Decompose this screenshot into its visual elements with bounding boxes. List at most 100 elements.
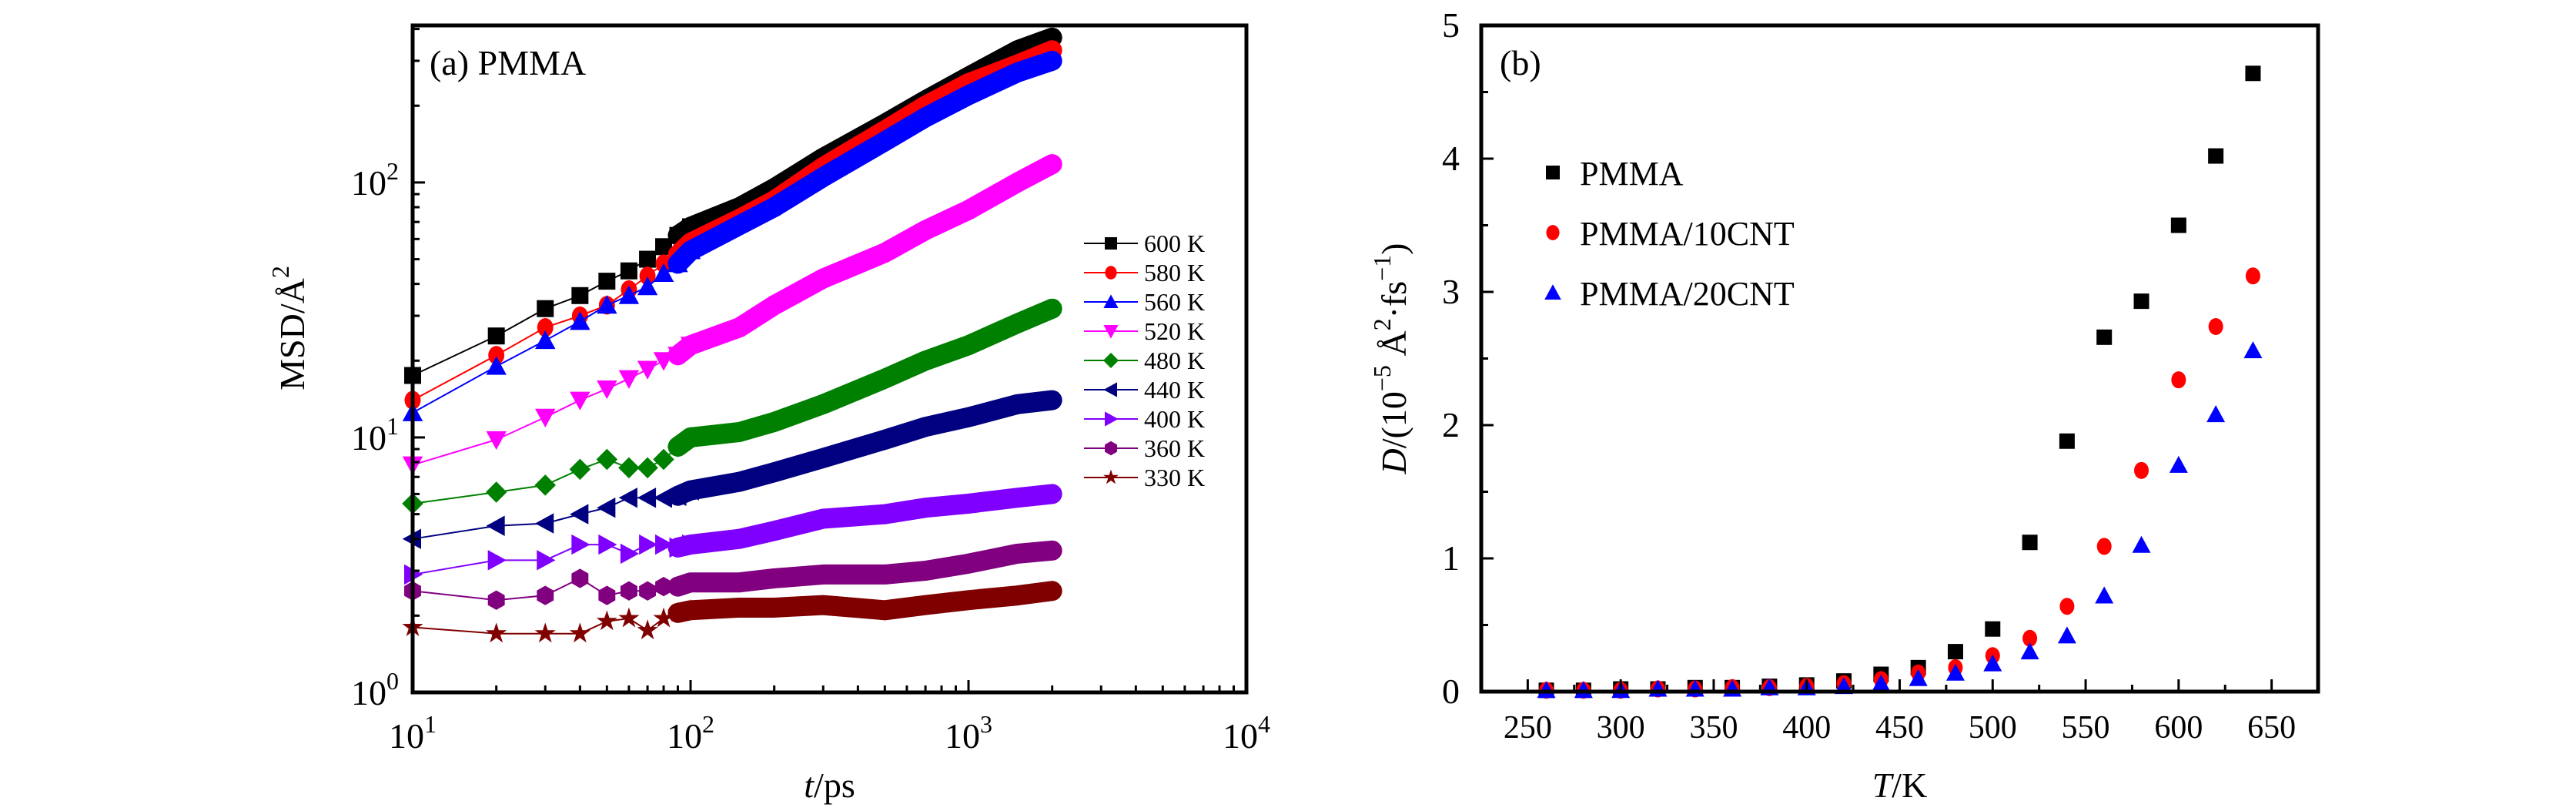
- legend-marker: [1103, 353, 1119, 368]
- data-point: [680, 599, 701, 619]
- data-point: [653, 352, 674, 371]
- data-point: [620, 543, 640, 565]
- data-point: [667, 602, 689, 622]
- data-point: [2134, 461, 2149, 479]
- data-point: [571, 534, 590, 555]
- data-point: [2022, 629, 2038, 647]
- data-point: [2096, 329, 2113, 345]
- data-point: [639, 266, 656, 286]
- data-point: [569, 622, 590, 643]
- data-point: [653, 607, 674, 628]
- data-point: [1537, 681, 1556, 699]
- legend-marker: [1105, 441, 1117, 456]
- data-point: [571, 287, 589, 304]
- panel-b-x-axis-label: T/K: [1872, 766, 1928, 805]
- x-tick-label: 600: [2154, 710, 2203, 746]
- legend-marker: [1544, 284, 1561, 300]
- data-point: [487, 550, 507, 571]
- data-point: [2171, 371, 2186, 389]
- data-point: [2022, 535, 2038, 551]
- data-point: [535, 408, 556, 427]
- data-point: [2245, 65, 2261, 82]
- series-dense-band: [667, 540, 1062, 597]
- legend-item: 330 K: [1084, 464, 1205, 491]
- data-point: [597, 498, 616, 518]
- data-point: [618, 285, 640, 304]
- data-point: [1985, 621, 2001, 637]
- legend-label: 400 K: [1144, 405, 1205, 433]
- data-point: [667, 253, 688, 273]
- data-point: [1872, 674, 1891, 692]
- series-pmma-20cnt: [1537, 341, 2263, 699]
- legend-label: 600 K: [1144, 230, 1205, 257]
- series-330k: [402, 581, 1062, 643]
- legend-item: 440 K: [1084, 376, 1205, 404]
- data-point: [570, 311, 590, 330]
- data-point: [682, 534, 701, 555]
- y-tick-label: 1: [1442, 538, 1460, 578]
- data-point: [598, 585, 616, 605]
- legend-marker: [1546, 225, 1560, 240]
- data-point: [598, 273, 616, 290]
- data-point: [2057, 626, 2076, 644]
- series-dense-band: [667, 154, 1062, 366]
- data-point: [570, 504, 589, 524]
- panel-b-y-axis-label: D/(10−5 Å2·fs−1): [1368, 243, 1413, 474]
- data-point: [655, 576, 672, 597]
- x-tick-label: 500: [1969, 710, 2017, 746]
- legend-item: 360 K: [1084, 434, 1205, 462]
- data-point: [653, 263, 674, 282]
- legend-item: 480 K: [1084, 347, 1205, 374]
- series-480k: [402, 298, 1062, 514]
- data-point: [569, 458, 591, 481]
- legend-item: 520 K: [1084, 317, 1205, 345]
- data-point: [2059, 598, 2075, 615]
- y-tick-label: 4: [1442, 139, 1460, 178]
- legend-marker: [1105, 237, 1117, 250]
- data-point: [596, 610, 617, 631]
- data-point: [2020, 642, 2039, 660]
- series-440k: [402, 390, 1062, 549]
- data-point: [2133, 293, 2149, 310]
- legend-item: PMMA/20CNT: [1544, 275, 1795, 313]
- data-point: [1983, 654, 2002, 672]
- data-point: [2206, 405, 2226, 423]
- legend-label: 580 K: [1144, 259, 1205, 287]
- panel-a-label: (a) PMMA: [430, 43, 586, 82]
- data-point: [534, 622, 556, 643]
- x-tick-label: 350: [1689, 710, 1738, 746]
- data-point: [653, 488, 673, 508]
- data-point: [2096, 538, 2112, 555]
- panel-a-data-marks: [402, 27, 1062, 643]
- data-point: [680, 427, 701, 448]
- data-point: [537, 585, 554, 605]
- data-point: [682, 572, 699, 592]
- panel-b-legend: PMMA PMMA/10CNT PMMA/20CNT: [1544, 155, 1795, 313]
- data-point: [2095, 586, 2114, 604]
- data-point: [537, 550, 556, 571]
- data-point: [2208, 148, 2224, 164]
- x-tick-label: 450: [1875, 710, 1924, 746]
- data-point: [537, 318, 554, 337]
- legend-item: 580 K: [1084, 259, 1205, 287]
- data-point: [1945, 663, 1965, 681]
- panel-b-axis-ticks: 250 300 350 400 450 500 550 600 650 0 1 2 3 4 5: [1442, 5, 2296, 746]
- data-point: [597, 380, 617, 400]
- data-point: [680, 480, 699, 501]
- x-tick-label: 102: [667, 710, 714, 756]
- legend-label: PMMA/20CNT: [1580, 275, 1795, 313]
- data-point: [618, 488, 637, 508]
- legend-label: PMMA: [1580, 155, 1684, 193]
- legend-marker: [1103, 469, 1119, 484]
- legend-label: 440 K: [1144, 376, 1205, 404]
- data-point: [637, 276, 658, 296]
- series-pmma-10cnt: [1539, 267, 2260, 699]
- legend-item: 600 K: [1084, 230, 1205, 257]
- data-point: [620, 581, 637, 601]
- x-tick-label: 400: [1782, 710, 1831, 746]
- data-point: [597, 295, 617, 314]
- legend-label: 360 K: [1144, 434, 1205, 462]
- legend-marker: [1103, 382, 1117, 397]
